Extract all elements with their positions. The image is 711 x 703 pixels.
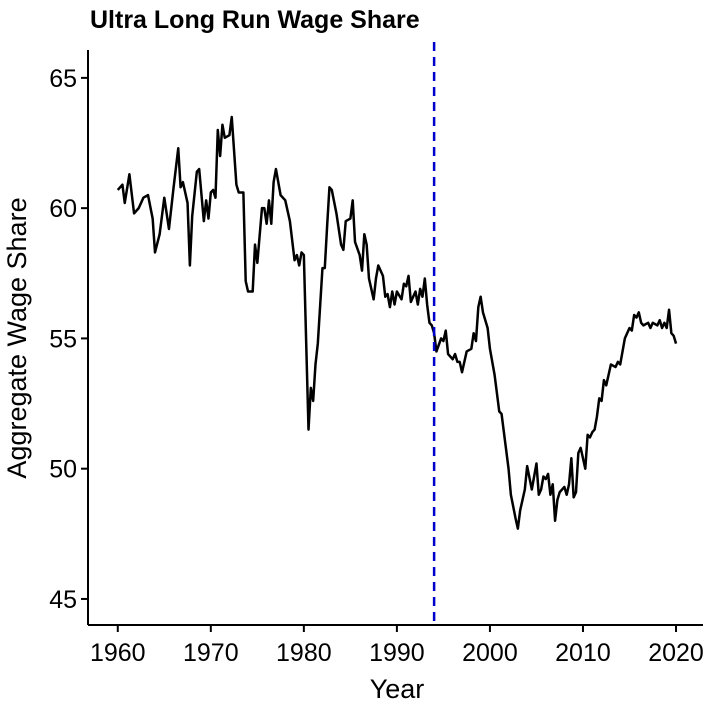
y-axis-title: Aggregate Wage Share (2, 197, 32, 478)
y-tick-label: 55 (49, 325, 77, 353)
chart-title: Ultra Long Run Wage Share (90, 6, 420, 34)
y-tick-label: 65 (49, 65, 77, 93)
x-tick-label: 2010 (555, 639, 611, 667)
x-tick-label: 2020 (648, 639, 704, 667)
x-tick-label: 2000 (462, 639, 518, 667)
x-tick-label: 1960 (90, 639, 146, 667)
x-tick-label: 1970 (183, 639, 239, 667)
y-tick-label: 50 (49, 456, 77, 484)
y-tick-label: 45 (49, 586, 77, 614)
x-axis-title: Year (370, 674, 425, 703)
x-tick-label: 1990 (369, 639, 425, 667)
data-line (116, 115, 678, 530)
y-tick-label: 60 (49, 195, 77, 223)
x-tick-label: 1980 (276, 639, 332, 667)
